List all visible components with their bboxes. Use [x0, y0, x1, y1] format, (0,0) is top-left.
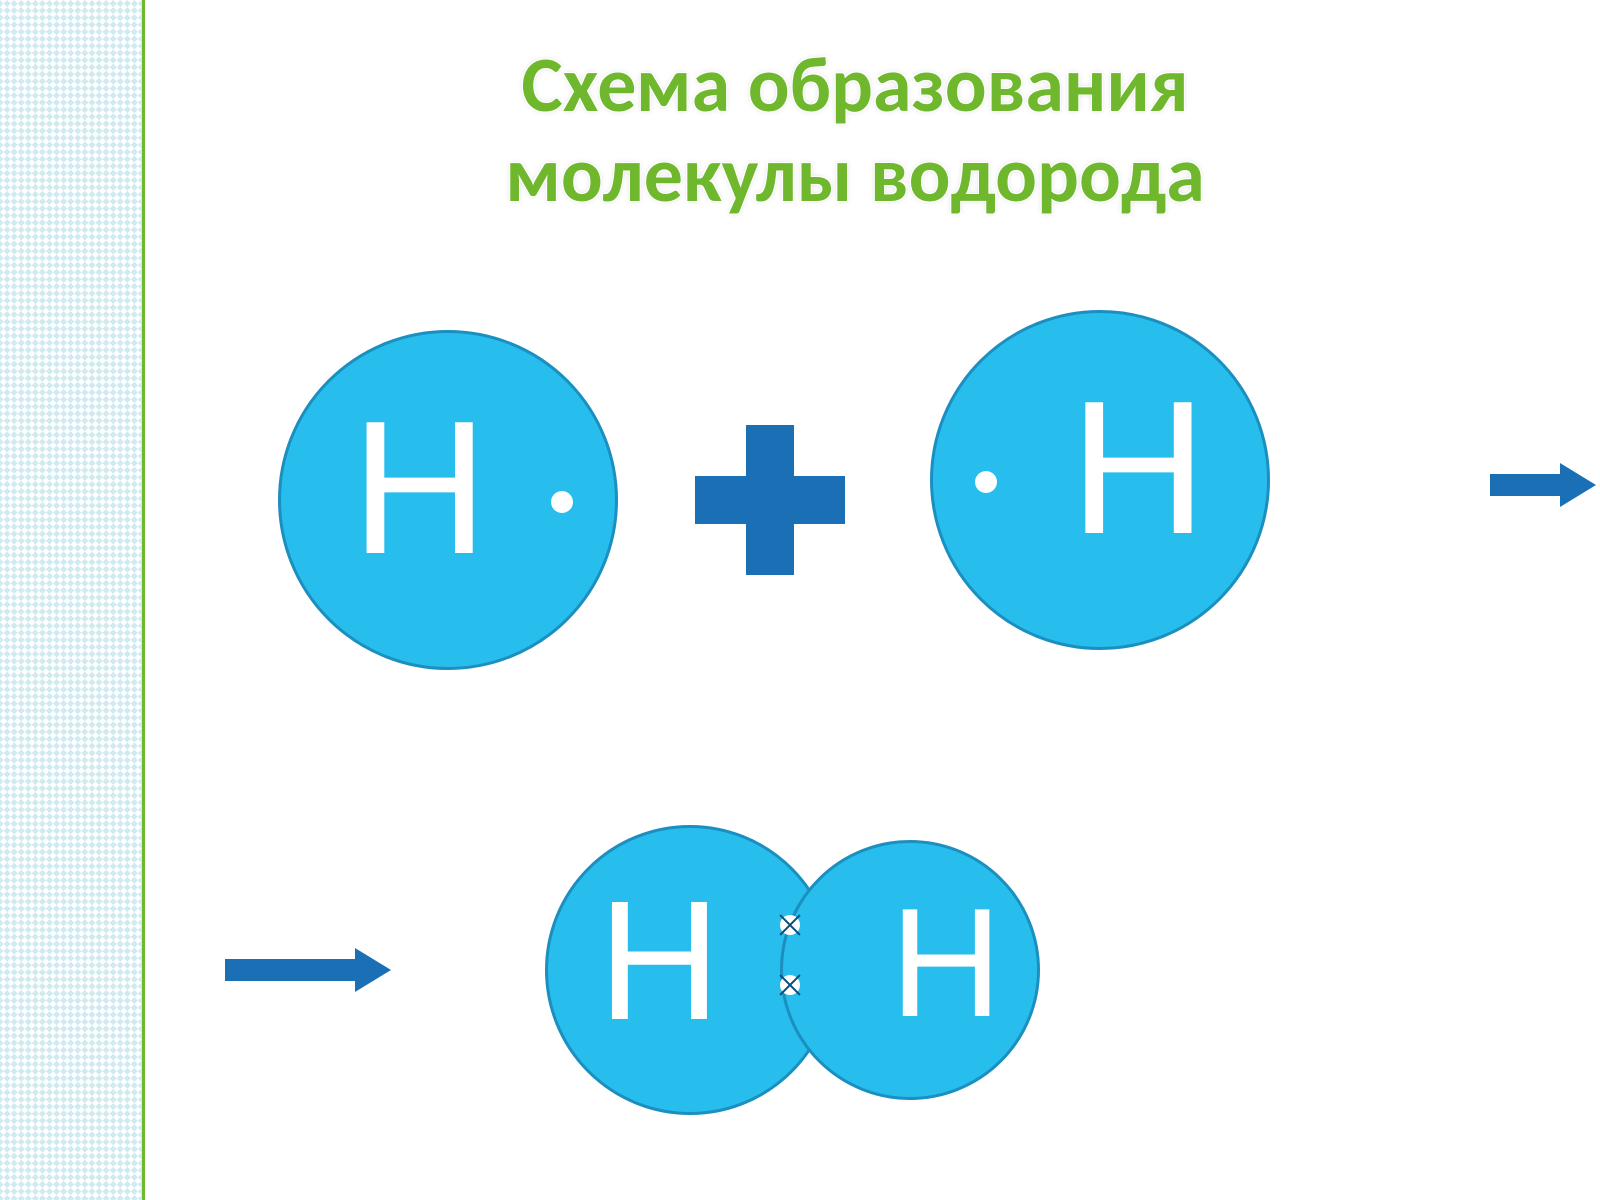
- atom-letter: Н: [1070, 373, 1207, 563]
- atom-h-left: Н: [278, 330, 618, 670]
- title-line-1: Схема образования: [150, 40, 1560, 130]
- atom-letter: Н: [598, 876, 721, 1046]
- molecule-atom-right: Н: [780, 840, 1040, 1100]
- atom-h-right: Н: [930, 310, 1270, 650]
- electron-dot: [551, 491, 573, 513]
- arrow-bottom: [225, 948, 395, 992]
- sidebar-pattern: [0, 0, 145, 1200]
- title-line-2: молекулы водорода: [150, 130, 1560, 220]
- slide-title: Схема образования молекулы водорода: [150, 40, 1560, 219]
- electron-dot: [975, 471, 997, 493]
- atom-letter: Н: [351, 393, 488, 583]
- arrow-top: [1490, 463, 1600, 507]
- atom-letter: Н: [890, 885, 1002, 1040]
- plus-symbol: [695, 425, 845, 575]
